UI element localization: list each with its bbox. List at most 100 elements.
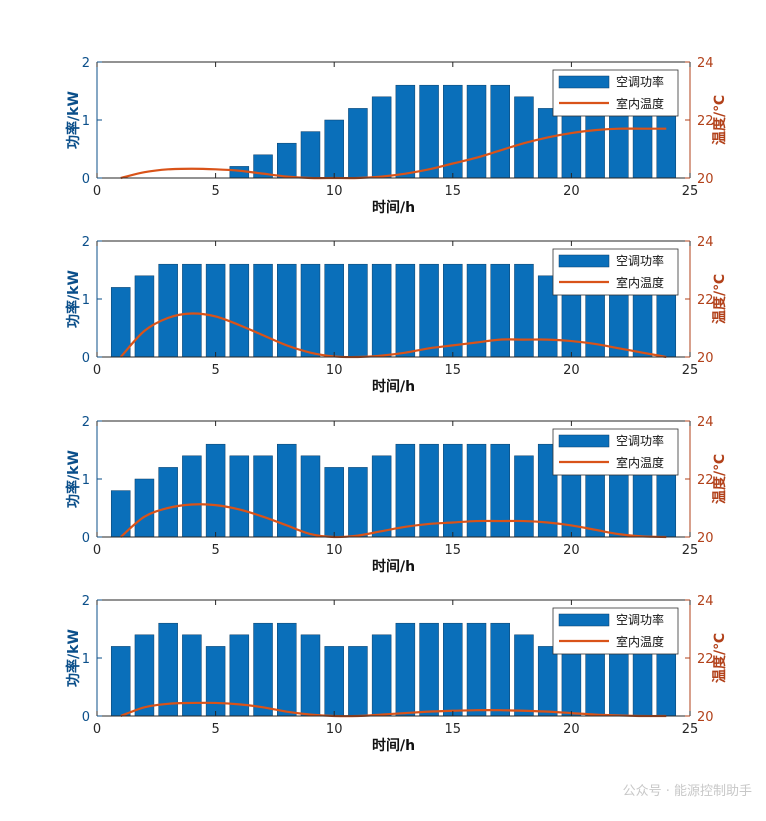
- bar: [277, 142, 297, 179]
- legend-label-line: 室内温度: [616, 634, 664, 649]
- bar: [134, 275, 155, 358]
- bar: [300, 263, 321, 358]
- x-tick-label: 10: [326, 722, 343, 737]
- bar: [585, 646, 605, 717]
- bar: [348, 263, 368, 358]
- x-axis-label: 时间/h: [372, 558, 415, 575]
- bar: [348, 467, 368, 538]
- x-tick-label: 15: [445, 543, 462, 558]
- bar: [300, 455, 321, 538]
- bar: [253, 455, 273, 538]
- bar: [466, 84, 487, 179]
- bar: [348, 108, 368, 179]
- legend-swatch-bar: [558, 613, 610, 627]
- y-axis-label-left: 功率/kW: [65, 629, 82, 687]
- x-axis-label: 时间/h: [372, 737, 415, 754]
- bar: [395, 443, 416, 538]
- bar: [514, 96, 534, 179]
- bar: [371, 455, 392, 538]
- temperature-line: [119, 503, 667, 539]
- temperature-line: [120, 701, 667, 718]
- y-axis-label-left: 功率/kW: [65, 270, 82, 328]
- y-tick-label-left: 1: [82, 293, 90, 308]
- bar: [443, 622, 463, 717]
- bar: [324, 263, 344, 358]
- bar: [371, 263, 392, 358]
- bar: [609, 108, 629, 179]
- bar: [632, 646, 653, 717]
- y-axis-label-left: 功率/kW: [65, 450, 82, 508]
- bar: [585, 108, 605, 179]
- legend-swatch-bar: [558, 75, 610, 89]
- y-tick-label-left: 2: [82, 415, 90, 430]
- bar: [656, 646, 677, 717]
- x-axis-label: 时间/h: [372, 199, 415, 216]
- bar: [395, 84, 416, 179]
- bar: [514, 263, 534, 358]
- bar-series: [229, 84, 677, 179]
- bar: [277, 622, 297, 717]
- legend-label-line: 室内温度: [616, 96, 664, 111]
- bar: [490, 443, 510, 538]
- y-tick-label-right: 24: [697, 415, 714, 430]
- y-tick-label-right: 24: [697, 594, 714, 609]
- temperature-line: [119, 312, 667, 359]
- bar: [443, 263, 463, 358]
- y-axis-label-right: 温度/℃: [711, 95, 728, 145]
- x-tick-label: 20: [563, 363, 580, 378]
- bar: [253, 263, 273, 358]
- bar: [395, 263, 416, 358]
- bar: [632, 108, 653, 179]
- x-tick-label: 25: [682, 543, 699, 558]
- y-tick-label-left: 1: [82, 473, 90, 488]
- watermark-text: 公众号 · 能源控制助手: [622, 784, 752, 799]
- bar: [371, 634, 392, 717]
- y-tick-label-right: 20: [697, 351, 714, 366]
- x-tick-label: 15: [445, 722, 462, 737]
- bar: [182, 455, 202, 538]
- bar: [656, 108, 677, 179]
- bar: [205, 263, 226, 358]
- bar: [324, 646, 344, 717]
- y-tick-label-left: 2: [82, 235, 90, 250]
- bar: [134, 478, 155, 538]
- x-tick-label: 5: [211, 722, 219, 737]
- x-tick-label: 0: [93, 363, 101, 378]
- y-tick-label-left: 0: [82, 351, 90, 366]
- y-tick-label-right: 22: [697, 473, 714, 488]
- y-tick-label-right: 22: [697, 652, 714, 667]
- bar: [609, 646, 629, 717]
- bar: [158, 467, 178, 538]
- bar: [134, 634, 155, 717]
- y-axis-label-right: 温度/℃: [711, 454, 728, 504]
- x-tick-label: 0: [93, 543, 101, 558]
- bar: [253, 622, 273, 717]
- x-tick-label: 15: [445, 363, 462, 378]
- y-tick-label-left: 0: [82, 531, 90, 546]
- bar: [229, 455, 250, 538]
- bar: [300, 634, 321, 717]
- y-tick-label-right: 20: [697, 172, 714, 187]
- x-tick-label: 25: [682, 722, 699, 737]
- bar: [537, 108, 558, 179]
- bar: [490, 263, 510, 358]
- x-tick-label: 20: [563, 722, 580, 737]
- y-tick-label-right: 24: [697, 235, 714, 250]
- legend-label-line: 室内温度: [616, 455, 664, 470]
- y-axis-label-right: 温度/℃: [711, 274, 728, 324]
- x-tick-label: 5: [211, 543, 219, 558]
- bar-series: [110, 263, 677, 358]
- y-tick-label-right: 20: [697, 531, 714, 546]
- x-tick-label: 10: [326, 363, 343, 378]
- y-tick-label-right: 20: [697, 710, 714, 725]
- bar: [395, 622, 416, 717]
- bar: [324, 119, 344, 179]
- bar-series: [110, 443, 677, 538]
